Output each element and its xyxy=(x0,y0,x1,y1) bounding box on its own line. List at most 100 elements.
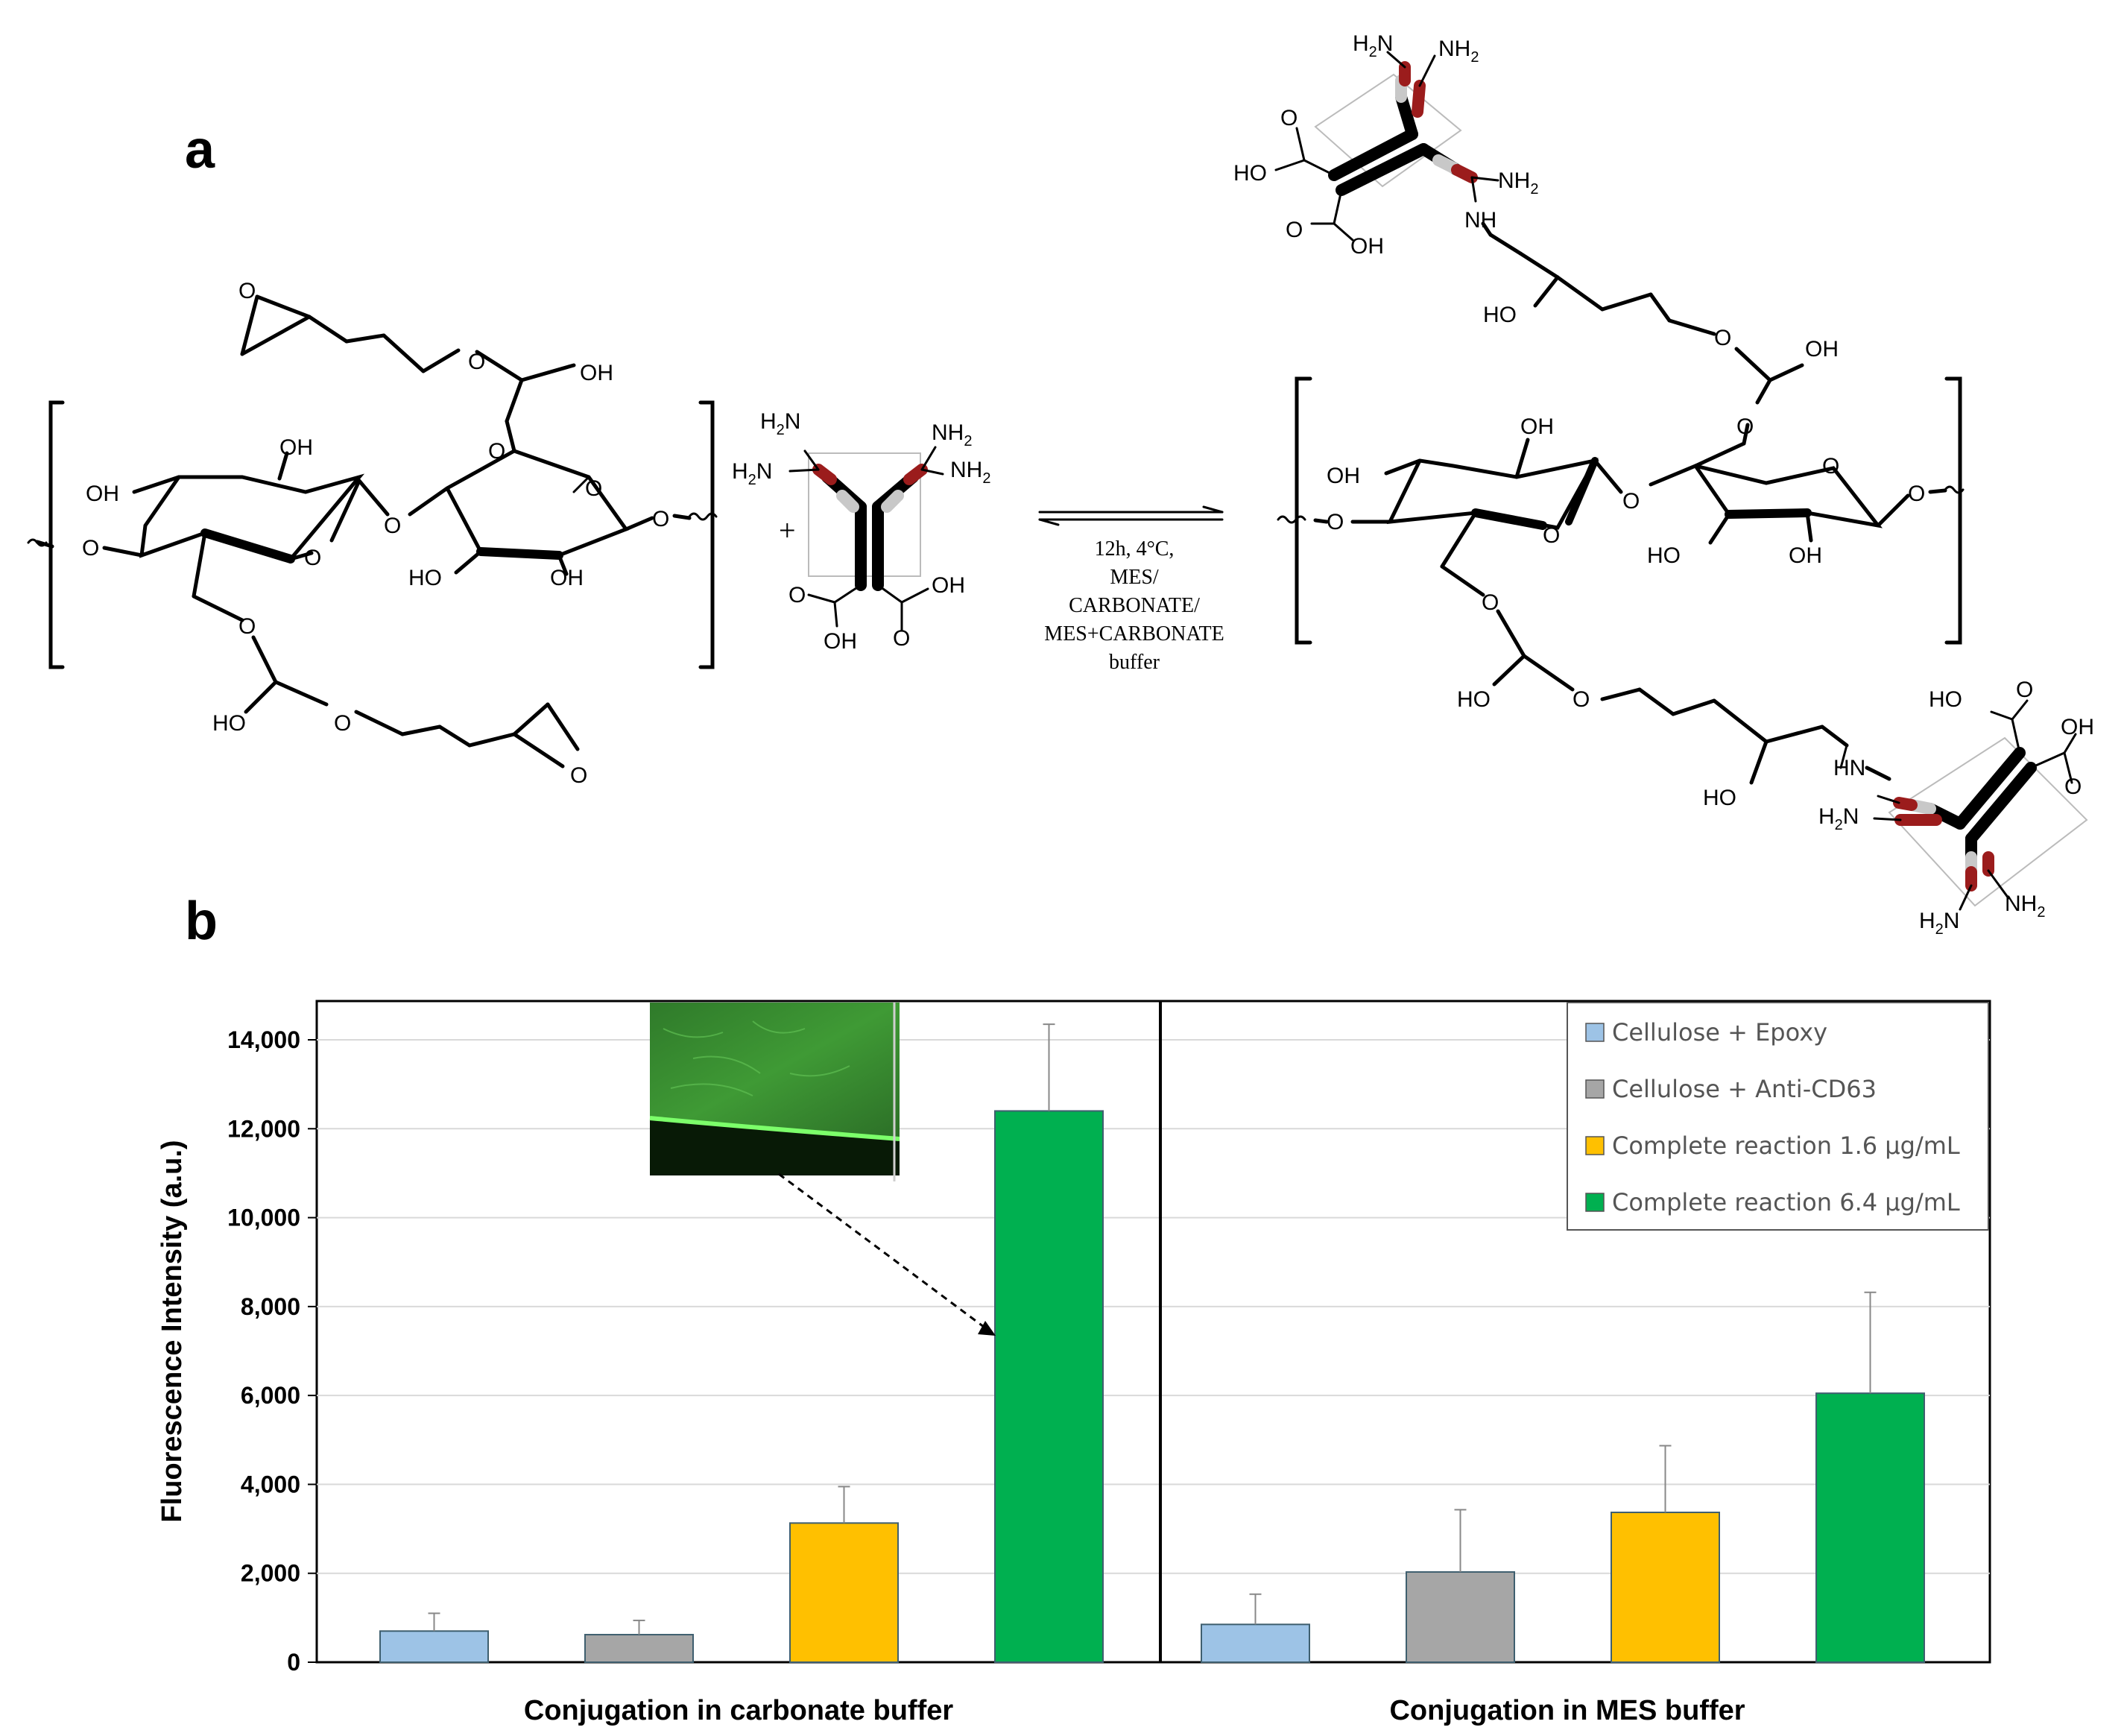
atom-label: OH xyxy=(550,566,584,590)
bar-chart: 02,0004,0006,0008,00010,00012,00014,000 … xyxy=(157,1000,1991,1726)
reaction-condition-line: 12h, 4°C, xyxy=(1095,537,1175,561)
y-tick-label: 8,000 xyxy=(241,1293,300,1320)
right-polymer-brackets xyxy=(1295,376,1962,645)
bar xyxy=(584,1634,694,1664)
atom-label: OH xyxy=(279,435,313,460)
y-tick-label: 2,000 xyxy=(241,1560,300,1587)
atom-label: OH xyxy=(824,629,857,654)
atom-label: N xyxy=(785,409,801,434)
atom-label: H xyxy=(760,409,777,434)
atom-label: HO xyxy=(1457,687,1491,712)
atom-label: O xyxy=(585,476,602,501)
equilibrium-arrows xyxy=(1038,505,1224,526)
atom-subscript: 2 xyxy=(964,433,972,449)
atom-label: O xyxy=(2064,774,2082,799)
error-bars xyxy=(428,1023,1877,1635)
wavy-bond-right-left xyxy=(1277,515,1306,524)
atom-subscript: 2 xyxy=(748,472,756,488)
svg-text:H2N: H2N xyxy=(1919,909,1959,938)
atom-label: O xyxy=(238,614,256,639)
atom-label: O xyxy=(1573,687,1590,712)
atom-label: HO xyxy=(1483,303,1517,327)
reaction-condition-line: buffer xyxy=(1109,651,1160,674)
atom-label: NH xyxy=(932,420,964,445)
svg-text:NH2: NH2 xyxy=(932,420,972,449)
bar xyxy=(1201,1623,1310,1663)
atom-subscript: 2 xyxy=(982,470,990,487)
atom-label: O xyxy=(788,583,806,607)
legend-entry: Complete reaction 1.6 µg/mL xyxy=(1612,1131,1960,1160)
wavy-bond-right-right xyxy=(1944,485,1965,494)
atom-label: O xyxy=(1714,326,1731,350)
atom-label: O xyxy=(82,536,99,561)
atom-subscript: 2 xyxy=(1530,181,1538,198)
y-tick-label: 14,000 xyxy=(227,1026,300,1053)
y-axis-label: Fluorescence Intensity (a.u.) xyxy=(157,1140,188,1522)
y-tick-label: 4,000 xyxy=(241,1471,300,1497)
reaction-conditions: 12h, 4°C, MES/ CARBONATE/ MES+CARBONATE … xyxy=(1044,537,1224,674)
atom-label: O xyxy=(1286,218,1303,242)
atom-label: OH xyxy=(1350,234,1384,259)
panel-label-b: b xyxy=(185,891,218,951)
bars xyxy=(379,1110,1925,1664)
scheme-atom-labels: O O OH O OH OH O O O O O HO OH O HO O O … xyxy=(82,31,2094,938)
atom-label: O xyxy=(1622,489,1640,514)
atom-label: OH xyxy=(86,482,119,506)
svg-text:H2N: H2N xyxy=(732,459,772,488)
antibody-product-top xyxy=(1274,51,1499,242)
atom-label: O xyxy=(1822,454,1839,479)
atom-label: OH xyxy=(1520,414,1554,439)
atom-label: O xyxy=(570,763,587,788)
bar xyxy=(379,1630,489,1663)
svg-text:NH2: NH2 xyxy=(1498,168,1538,198)
legend-entry: Cellulose + Epoxy xyxy=(1612,1018,1827,1047)
atom-subscript: 2 xyxy=(1369,44,1377,60)
inset-micrograph xyxy=(649,1003,900,1181)
bar xyxy=(1406,1571,1515,1664)
atom-label: HO xyxy=(1233,161,1267,186)
inset-pointer-arrowhead xyxy=(978,1321,996,1336)
atom-label: NH xyxy=(2005,891,2037,916)
atom-label: N xyxy=(1843,804,1859,829)
atom-label: NH xyxy=(1438,37,1470,61)
atom-label: O xyxy=(1280,106,1298,130)
atom-label: O xyxy=(238,279,256,303)
atom-label: HO xyxy=(1703,786,1736,810)
reaction-condition-line: MES+CARBONATE xyxy=(1044,622,1224,646)
left-glucose-ring-2 xyxy=(240,294,692,576)
legend-entry: Cellulose + Anti-CD63 xyxy=(1612,1075,1877,1103)
atom-label: O xyxy=(304,546,321,570)
legend-box xyxy=(1567,1002,1989,1231)
panel-label-a: a xyxy=(185,120,215,180)
wavy-bond-left xyxy=(27,538,48,547)
plus-sign: + xyxy=(779,514,796,547)
atom-label: O xyxy=(1736,414,1754,439)
svg-text:H2N: H2N xyxy=(760,409,800,438)
atom-subscript: 2 xyxy=(1835,817,1843,833)
svg-text:NH2: NH2 xyxy=(950,458,990,487)
right-glucose-ring-1 xyxy=(1313,438,1891,785)
atom-label: OH xyxy=(1327,464,1360,488)
reaction-condition-line: CARBONATE/ xyxy=(1069,594,1200,617)
atom-label: H xyxy=(1919,909,1935,933)
legend-swatch xyxy=(1585,1023,1605,1042)
antibody-reactant xyxy=(788,446,944,631)
atom-label: H xyxy=(1818,804,1835,829)
atom-label: O xyxy=(893,626,910,651)
atom-label: N xyxy=(1944,909,1960,933)
reaction-scheme xyxy=(27,51,2088,911)
atom-label: O xyxy=(384,514,401,538)
atom-label: HO xyxy=(1929,687,1962,712)
atom-label: N xyxy=(1377,31,1394,56)
atom-label: HO xyxy=(408,566,442,590)
atom-label: O xyxy=(1482,590,1499,615)
atom-label: O xyxy=(334,711,351,736)
wavy-bond-mid xyxy=(688,512,718,521)
legend-swatch xyxy=(1585,1136,1605,1155)
bar xyxy=(1815,1392,1925,1664)
atom-label: OH xyxy=(2061,715,2094,739)
right-glucose-ring-2 xyxy=(1481,221,1947,545)
atom-label: OH xyxy=(932,573,965,598)
atom-label: HO xyxy=(212,711,246,736)
